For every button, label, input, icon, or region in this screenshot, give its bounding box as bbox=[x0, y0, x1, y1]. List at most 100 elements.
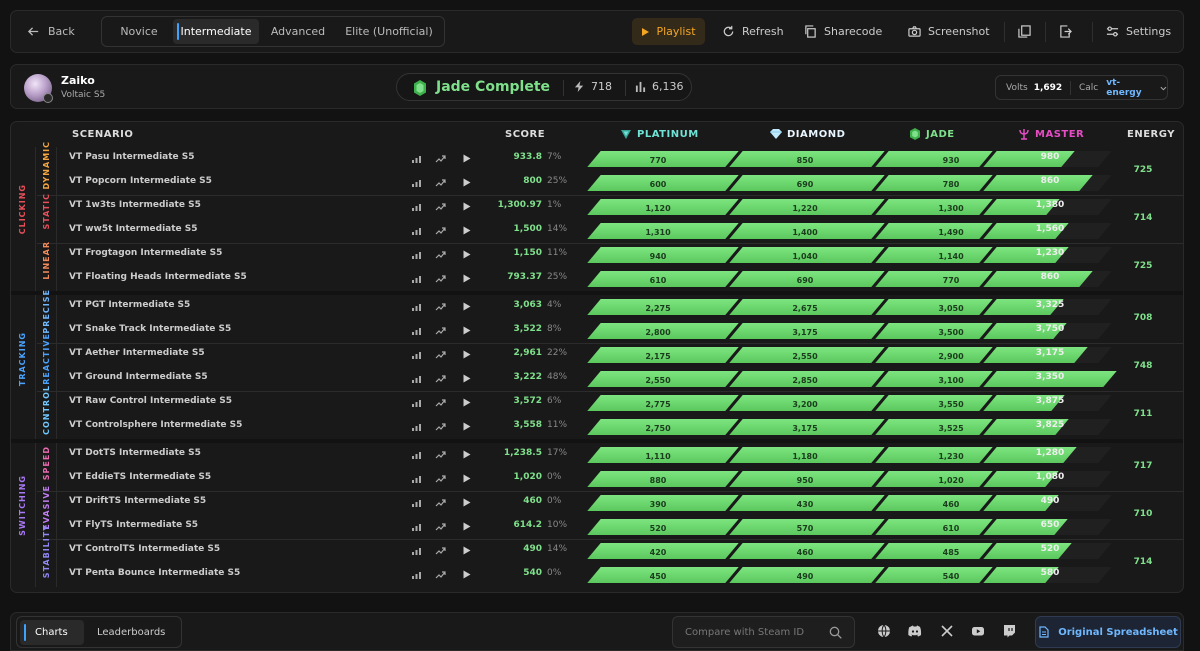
diamond-threshold: 460 bbox=[796, 548, 814, 557]
trend-icon[interactable] bbox=[435, 449, 446, 460]
trend-icon[interactable] bbox=[435, 545, 446, 556]
play-icon[interactable] bbox=[461, 473, 472, 484]
scenario-row[interactable]: VT FlyTS Intermediate S5 614.2 10% 520 570 61… bbox=[57, 515, 1183, 539]
trend-icon[interactable] bbox=[435, 521, 446, 532]
signal-bars-icon[interactable] bbox=[411, 153, 422, 164]
play-icon[interactable] bbox=[461, 397, 472, 408]
signal-bars-icon[interactable] bbox=[411, 473, 422, 484]
trend-icon[interactable] bbox=[435, 373, 446, 384]
signal-bars-icon[interactable] bbox=[411, 545, 422, 556]
tab-advanced[interactable]: Advanced bbox=[259, 19, 337, 44]
signal-bars-icon[interactable] bbox=[411, 373, 422, 384]
scenario-row[interactable]: VT PGT Intermediate S5 3,063 4% 2,275 2,675 3… bbox=[57, 295, 1183, 319]
play-icon[interactable] bbox=[461, 249, 472, 260]
trend-icon[interactable] bbox=[435, 153, 446, 164]
playlist-button[interactable]: Playlist bbox=[632, 18, 705, 45]
scenario-row[interactable]: VT Frogtagon Intermediate S5 1,150 11% 940 1… bbox=[57, 243, 1183, 267]
search-icon[interactable] bbox=[829, 626, 842, 639]
scenario-row[interactable]: VT EddieTS Intermediate S5 1,020 0% 880 950 1… bbox=[57, 467, 1183, 491]
settings-button[interactable]: Settings bbox=[1106, 11, 1171, 52]
play-icon[interactable] bbox=[461, 521, 472, 532]
scenario-row[interactable]: VT Popcorn Intermediate S5 800 25% 600 690 78… bbox=[57, 171, 1183, 195]
play-icon[interactable] bbox=[461, 421, 472, 432]
scenario-row[interactable]: VT Raw Control Intermediate S5 3,572 6% 2,7… bbox=[57, 391, 1183, 415]
play-icon[interactable] bbox=[461, 201, 472, 212]
play-icon[interactable] bbox=[461, 373, 472, 384]
signal-bars-icon[interactable] bbox=[411, 449, 422, 460]
signal-bars-icon[interactable] bbox=[411, 177, 422, 188]
twitch-icon[interactable] bbox=[1002, 624, 1016, 638]
screenshot-button[interactable]: Screenshot bbox=[908, 11, 990, 52]
scenario-row[interactable]: VT DotTS Intermediate S5 1,238.5 17% 1,110 1… bbox=[57, 443, 1183, 467]
duplicate-button[interactable] bbox=[1018, 11, 1031, 52]
subcategory-band: PRECISE bbox=[37, 289, 57, 343]
trend-icon[interactable] bbox=[435, 177, 446, 188]
signal-bars-icon[interactable] bbox=[411, 325, 422, 336]
trend-icon[interactable] bbox=[435, 225, 446, 236]
scenario-row[interactable]: VT Penta Bounce Intermediate S5 540 0% 450 4… bbox=[57, 563, 1183, 587]
youtube-icon[interactable] bbox=[971, 624, 985, 638]
signal-bars-icon[interactable] bbox=[411, 225, 422, 236]
export-button[interactable] bbox=[1059, 11, 1072, 52]
play-icon[interactable] bbox=[461, 545, 472, 556]
signal-bars-icon[interactable] bbox=[411, 249, 422, 260]
signal-bars-icon[interactable] bbox=[411, 349, 422, 360]
x-icon[interactable] bbox=[940, 624, 954, 638]
trend-icon[interactable] bbox=[435, 273, 446, 284]
trend-icon[interactable] bbox=[435, 301, 446, 312]
tab-charts[interactable]: Charts bbox=[20, 620, 84, 645]
signal-bars-icon[interactable] bbox=[411, 397, 422, 408]
scenario-row[interactable]: VT Pasu Intermediate S5 933.8 7% 770 850 930 9… bbox=[57, 147, 1183, 171]
play-icon[interactable] bbox=[461, 325, 472, 336]
trend-icon[interactable] bbox=[435, 349, 446, 360]
globe-icon[interactable] bbox=[877, 624, 891, 638]
scenario-row[interactable]: VT DriftTS Intermediate S5 460 0% 390 430 460… bbox=[57, 491, 1183, 515]
play-icon[interactable] bbox=[461, 497, 472, 508]
scenario-row[interactable]: VT Ground Intermediate S5 3,222 48% 2,550 2,… bbox=[57, 367, 1183, 391]
play-icon[interactable] bbox=[461, 301, 472, 312]
signal-bars-icon[interactable] bbox=[411, 201, 422, 212]
discord-icon[interactable] bbox=[908, 624, 922, 638]
original-spreadsheet-button[interactable]: Original Spreadsheet bbox=[1035, 616, 1181, 648]
play-icon[interactable] bbox=[461, 349, 472, 360]
sharecode-button[interactable]: Sharecode bbox=[804, 11, 882, 52]
signal-bars-icon[interactable] bbox=[411, 273, 422, 284]
trend-icon[interactable] bbox=[435, 201, 446, 212]
jade-threshold: 3,100 bbox=[938, 376, 964, 385]
signal-bars-icon[interactable] bbox=[411, 521, 422, 532]
tab-elite[interactable]: Elite (Unofficial) bbox=[337, 19, 441, 44]
trend-icon[interactable] bbox=[435, 473, 446, 484]
scenario-row[interactable]: VT 1w3ts Intermediate S5 1,300.97 1% 1,120 1… bbox=[57, 195, 1183, 219]
scenario-row[interactable]: VT Snake Track Intermediate S5 3,522 8% 2,8… bbox=[57, 319, 1183, 343]
refresh-button[interactable]: Refresh bbox=[722, 11, 784, 52]
play-icon[interactable] bbox=[461, 177, 472, 188]
tab-intermediate[interactable]: Intermediate bbox=[173, 19, 259, 44]
calc-selector[interactable]: Volts 1,692 Calc vt-energy bbox=[995, 75, 1168, 100]
trend-icon[interactable] bbox=[435, 249, 446, 260]
scenario-row[interactable]: VT ControlTS Intermediate S5 490 14% 420 460… bbox=[57, 539, 1183, 563]
signal-bars-icon[interactable] bbox=[411, 569, 422, 580]
steam-id-input[interactable] bbox=[685, 624, 825, 641]
trend-icon[interactable] bbox=[435, 325, 446, 336]
play-icon[interactable] bbox=[461, 449, 472, 460]
trend-icon[interactable] bbox=[435, 569, 446, 580]
trend-icon[interactable] bbox=[435, 497, 446, 508]
scenario-name: VT Raw Control Intermediate S5 bbox=[69, 396, 232, 406]
scenario-row[interactable]: VT ww5t Intermediate S5 1,500 14% 1,310 1,40… bbox=[57, 219, 1183, 243]
scenario-row[interactable]: VT Floating Heads Intermediate S5 793.37 2… bbox=[57, 267, 1183, 291]
signal-bars-icon[interactable] bbox=[411, 301, 422, 312]
trend-icon[interactable] bbox=[435, 421, 446, 432]
play-icon[interactable] bbox=[461, 225, 472, 236]
tab-novice[interactable]: Novice bbox=[105, 19, 173, 44]
signal-bars-icon[interactable] bbox=[411, 497, 422, 508]
back-button[interactable]: Back bbox=[27, 11, 75, 52]
scenario-row[interactable]: VT Controlsphere Intermediate S5 3,558 11%… bbox=[57, 415, 1183, 439]
play-icon[interactable] bbox=[461, 153, 472, 164]
trend-icon[interactable] bbox=[435, 397, 446, 408]
score-value: 3,572 bbox=[513, 396, 542, 406]
signal-bars-icon[interactable] bbox=[411, 421, 422, 432]
tab-leaderboards[interactable]: Leaderboards bbox=[97, 620, 181, 645]
play-icon[interactable] bbox=[461, 569, 472, 580]
scenario-row[interactable]: VT Aether Intermediate S5 2,961 22% 2,175 2,… bbox=[57, 343, 1183, 367]
play-icon[interactable] bbox=[461, 273, 472, 284]
